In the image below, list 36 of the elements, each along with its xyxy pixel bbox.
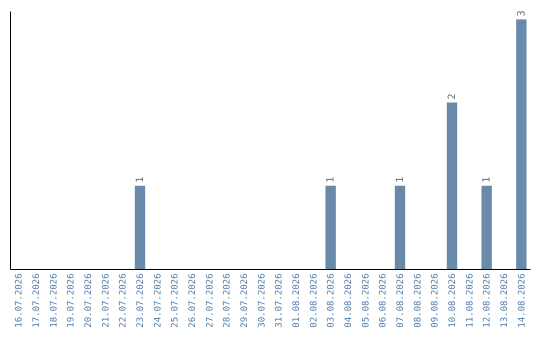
x-tick-label: 18.07.2026	[49, 274, 60, 328]
x-tick-label: 19.07.2026	[66, 274, 77, 328]
x-tick-label: 04.08.2026	[344, 274, 354, 328]
x-tick-label: 11.08.2026	[465, 274, 476, 328]
x-tick-label: 10.08.2026	[448, 274, 458, 328]
data-label: 1	[395, 176, 406, 183]
x-tick-label: 29.07.2026	[240, 274, 250, 328]
x-tick-label: 02.08.2026	[309, 274, 320, 328]
x-tick-label: 28.07.2026	[222, 274, 233, 328]
x-tick-label: 21.07.2026	[101, 274, 112, 328]
x-tick-label: 27.07.2026	[205, 274, 216, 328]
x-tick-label: 17.07.2026	[32, 274, 42, 328]
x-tick-label: 16.07.2026	[14, 274, 25, 328]
x-tick-label: 23.07.2026	[136, 274, 146, 328]
x-tick-label: 14.08.2026	[517, 274, 528, 328]
x-tick-label: 09.08.2026	[430, 274, 441, 328]
data-label: 1	[135, 176, 146, 183]
data-label: 1	[326, 176, 337, 183]
x-tick-label: 08.08.2026	[413, 274, 424, 328]
x-tick-label: 13.08.2026	[500, 274, 510, 328]
x-tick-label: 24.07.2026	[153, 274, 164, 328]
x-tick-label: 06.08.2026	[378, 274, 389, 328]
x-tick-label: 31.07.2026	[274, 274, 285, 328]
x-tick-label: 03.08.2026	[326, 274, 337, 328]
x-tick-label: 26.07.2026	[188, 274, 198, 328]
x-tick-label: 22.07.2026	[118, 274, 129, 328]
x-tick-label: 01.08.2026	[292, 274, 302, 328]
x-tick-label: 20.07.2026	[84, 274, 94, 328]
x-tick-label: 05.08.2026	[361, 274, 372, 328]
data-label: 1	[482, 176, 493, 183]
x-tick-label: 12.08.2026	[482, 274, 493, 328]
x-tick-label: 07.08.2026	[396, 274, 406, 328]
data-label: 3	[516, 10, 528, 16]
x-tick-label: 25.07.2026	[170, 274, 181, 328]
x-tick-label: 30.07.2026	[257, 274, 268, 328]
data-label: 2	[447, 94, 458, 100]
